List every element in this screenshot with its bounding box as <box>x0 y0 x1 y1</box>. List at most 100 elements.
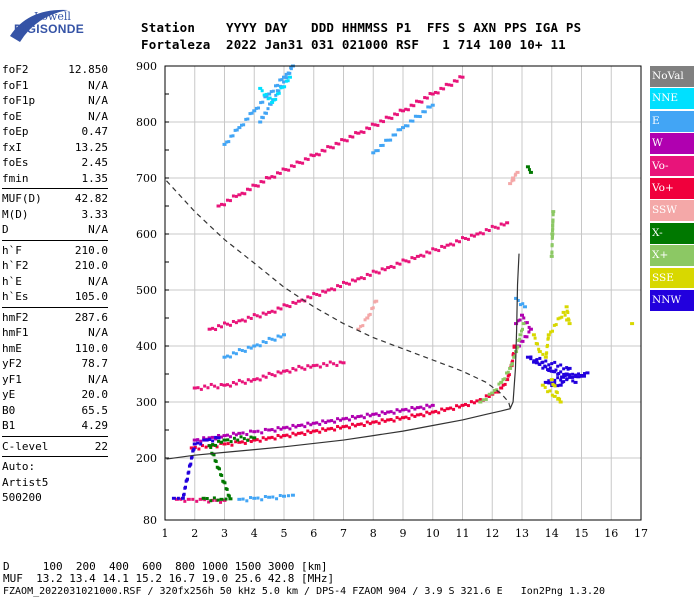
echo-point <box>219 497 224 501</box>
echo-point <box>551 218 555 222</box>
autoscaler-version: 500200 <box>2 491 42 504</box>
echo-point <box>216 386 220 390</box>
echo-point <box>326 419 331 423</box>
echo-point <box>368 414 372 418</box>
auto-label: Auto: <box>2 460 36 473</box>
echo-point <box>203 384 207 388</box>
echo-point <box>337 142 341 146</box>
echo-point <box>386 418 391 422</box>
param-row: foEs 2.45 <box>2 155 108 171</box>
param-label: MUF(D) <box>2 192 42 205</box>
echo-point <box>389 410 393 414</box>
echo-point <box>214 435 218 439</box>
echo-point <box>389 264 393 268</box>
echo-point <box>413 114 417 118</box>
echo-point <box>207 500 211 504</box>
echo-point <box>263 111 267 115</box>
echo-point <box>264 437 268 441</box>
echo-point <box>225 433 229 437</box>
param-label: foE <box>2 109 22 123</box>
echo-point <box>237 378 241 382</box>
echo-point <box>472 234 476 238</box>
echo-point <box>381 120 385 124</box>
echo-point <box>374 420 378 424</box>
param-value: N/A <box>88 78 108 92</box>
param-label: fmin <box>2 171 29 185</box>
logo-text-top: Lowell <box>34 10 71 23</box>
param-label: hmE <box>2 341 22 355</box>
echo-point <box>225 198 229 202</box>
echo-point <box>537 362 541 366</box>
divider <box>2 306 108 308</box>
x-tick-label: 6 <box>310 527 317 540</box>
echo-point <box>246 345 250 349</box>
header-row-values: Fortaleza 2022 Jan31 031 021000 RSF 1 71… <box>141 37 566 52</box>
echo-point <box>516 345 520 349</box>
echo-point <box>267 310 272 314</box>
param-row: hmF1 N/A <box>2 325 108 341</box>
echo-point <box>415 406 420 410</box>
echo-point <box>227 140 231 144</box>
x-tick-label: 3 <box>221 527 228 540</box>
echo-point <box>318 422 322 426</box>
echo-point <box>419 412 423 416</box>
echo-point <box>274 97 278 101</box>
echo-point <box>430 410 435 414</box>
echo-point <box>279 335 283 339</box>
echo-point <box>347 282 351 286</box>
echo-point <box>347 418 351 422</box>
echo-point <box>512 344 517 348</box>
echo-point <box>521 302 525 306</box>
echo-point <box>226 438 230 442</box>
param-row: h`F 210.0 <box>2 243 108 259</box>
echo-point <box>455 404 459 408</box>
echo-point <box>228 497 233 501</box>
echo-point <box>211 439 215 443</box>
echo-point <box>209 499 213 503</box>
echo-point <box>252 496 257 500</box>
echo-point <box>202 436 206 440</box>
legend-item-e: E <box>650 110 694 132</box>
legend-item-ssw: SSW <box>650 200 694 222</box>
echo-point <box>287 168 291 172</box>
echo-point <box>267 428 272 432</box>
echo-point <box>344 416 348 420</box>
echo-point <box>565 309 569 313</box>
echo-point <box>415 413 420 417</box>
echo-point <box>321 419 325 423</box>
echo-point <box>267 176 272 180</box>
echo-point <box>256 496 260 500</box>
echo-point <box>226 442 230 446</box>
echo-point <box>190 455 194 459</box>
echo-point <box>211 435 215 439</box>
echo-point <box>282 333 286 337</box>
echo-point <box>263 427 267 431</box>
echo-point <box>261 311 265 315</box>
echo-point <box>186 497 191 501</box>
echo-point <box>419 405 423 409</box>
echo-point <box>425 250 429 254</box>
echo-point <box>192 442 197 446</box>
echo-point <box>258 378 262 382</box>
legend-item-nne: NNE <box>650 88 694 110</box>
echo-point <box>286 494 290 498</box>
echo-point <box>525 335 529 339</box>
echo-point <box>362 424 366 428</box>
echo-point <box>549 254 554 258</box>
echo-point <box>458 405 462 409</box>
echo-point <box>365 272 369 276</box>
digisonde-logo <box>8 6 78 50</box>
echo-point <box>525 321 529 325</box>
echo-point <box>359 276 363 280</box>
echo-point <box>248 188 252 192</box>
echo-point <box>371 269 375 273</box>
logo-swoosh-icon <box>10 9 68 42</box>
echo-point <box>560 315 564 319</box>
echo-point <box>521 322 526 326</box>
echo-point <box>198 497 203 501</box>
muf-curve-dashed <box>166 180 511 408</box>
echo-point <box>280 78 284 82</box>
echo-point <box>334 141 338 145</box>
x-tick-label: 15 <box>575 527 589 540</box>
echo-point <box>270 100 275 104</box>
